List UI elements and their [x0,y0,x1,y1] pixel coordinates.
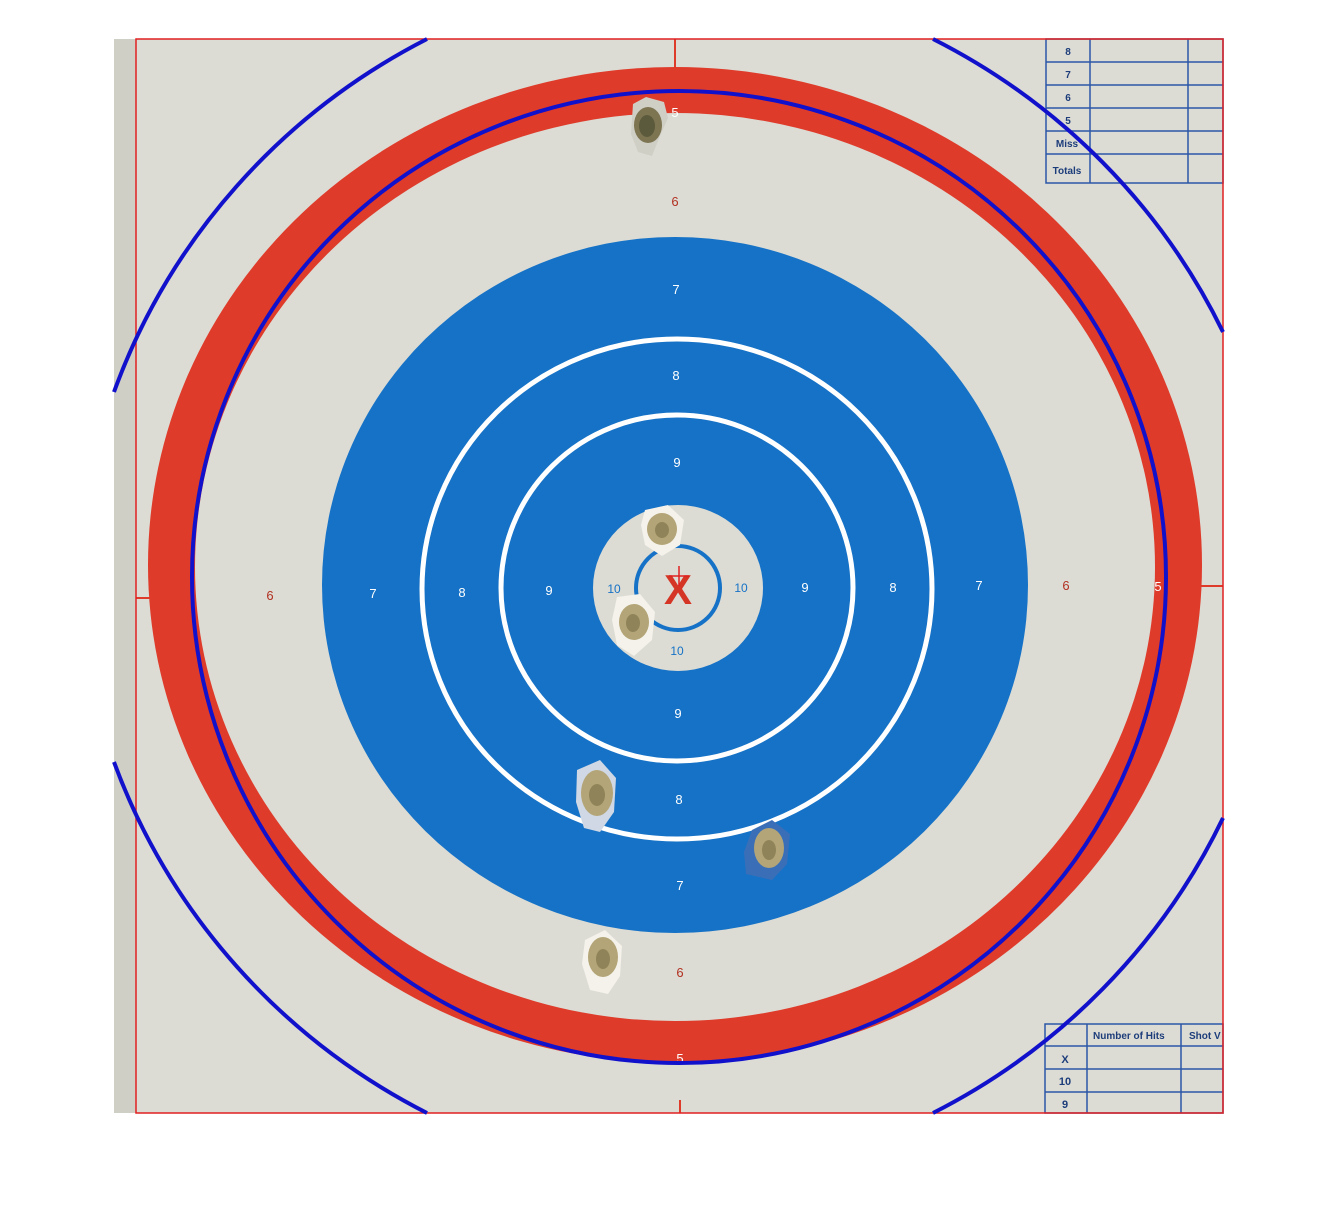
target-rings [136,39,1223,1113]
table-bottom-row-10: 10 [1059,1076,1071,1088]
overlay-outer-arc-top-right [932,37,1225,333]
label-7-bottom: 7 [676,878,683,893]
score-table-bottom: Number of Hits Shot V X 10 9 [1044,1023,1224,1114]
overlay-outer-arc-bottom-left [112,761,428,1115]
label-6-top: 6 [671,194,678,209]
table-bottom-header-shot: Shot V [1189,1031,1221,1042]
frame-border [135,38,1224,1114]
label-5-right: 5 [1154,579,1161,594]
table-top-row-8: 8 [1065,47,1071,58]
label-8-bottom: 8 [675,792,682,807]
table-top-row-5: 5 [1065,116,1071,127]
label-9-left: 9 [545,583,552,598]
label-9-right: 9 [801,580,808,595]
label-8-top: 8 [672,368,679,383]
label-6-right: 6 [1062,578,1069,593]
label-7-top: 7 [672,282,679,297]
paper-edge-strip [114,39,136,1113]
label-10-left: 10 [607,582,621,596]
label-6-bottom: 6 [676,965,683,980]
overlay-outer-arc-top-left [112,37,428,393]
table-top-row-totals: Totals [1053,166,1082,177]
center-x-mark: X [664,566,692,613]
ring-8-line [419,336,935,842]
overlay-inner-ellipse [190,89,1168,1065]
hole-lower-left-8 [576,760,616,832]
center-crosshair [669,566,689,586]
label-6-left: 6 [266,588,273,603]
shot-holes [576,97,790,994]
label-5-bottom: 5 [676,1051,683,1066]
table-top-row-6: 6 [1065,93,1071,104]
overlay-outer-arc-bottom-right [932,817,1225,1115]
ring-9-line [498,412,856,764]
label-10-bottom: 10 [670,644,684,658]
table-top-row-miss: Miss [1056,139,1079,150]
label-8-left: 8 [458,585,465,600]
overlay-fit-curves [112,37,1225,1115]
ring-labels: 5 5 5 6 6 6 6 7 7 7 7 8 8 8 8 9 9 9 9 10… [266,105,1161,1066]
table-bottom-row-9: 9 [1062,1099,1068,1111]
hole-lower-right-7 [744,820,790,880]
label-7-right: 7 [975,578,982,593]
label-5-top: 5 [671,105,678,120]
hole-top-red-ring [631,97,668,156]
label-10-right: 10 [734,581,748,595]
label-9-top: 9 [673,455,680,470]
label-9-bottom: 9 [674,706,681,721]
table-top-row-7: 7 [1065,70,1071,81]
hole-bottom-6 [582,930,622,994]
hole-lower-center [612,594,655,656]
label-7-left: 7 [369,586,376,601]
score-table-top: 8 7 6 5 Miss Totals [1045,38,1224,184]
table-bottom-row-x: X [1061,1054,1069,1066]
label-8-right: 8 [889,580,896,595]
hole-upper-center [641,505,684,556]
table-bottom-header-hits: Number of Hits [1093,1031,1165,1042]
